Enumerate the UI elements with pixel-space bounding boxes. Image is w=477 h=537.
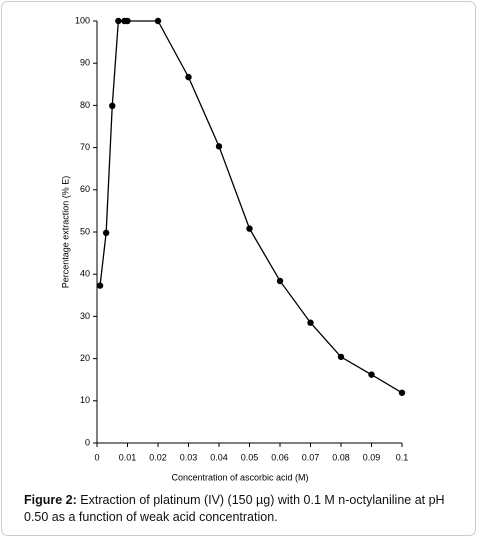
y-tick-label: 80 — [80, 100, 90, 110]
x-tick-label: 0 — [94, 452, 99, 462]
data-point — [185, 73, 192, 81]
y-tick-label: 70 — [80, 142, 90, 152]
data-point — [368, 371, 375, 378]
data-point — [154, 17, 162, 25]
data-point — [124, 17, 131, 25]
x-tick-label: 0.09 — [363, 452, 381, 462]
x-tick-label: 0.08 — [332, 452, 350, 462]
x-tick-label: 0.02 — [149, 452, 167, 462]
data-point — [398, 389, 406, 396]
x-tick-label: 0.04 — [210, 452, 228, 462]
y-axis-label: Percentage extraction (% E) — [60, 176, 70, 289]
y-tick-label: 60 — [80, 184, 90, 194]
data-point — [215, 143, 223, 150]
x-tick-label: 0.07 — [302, 452, 320, 462]
y-tick-label: 0 — [85, 437, 90, 447]
x-tick-label: 0.06 — [271, 452, 289, 462]
data-point — [276, 277, 284, 285]
data-line — [99, 20, 403, 394]
y-tick-label: 50 — [80, 226, 90, 236]
caption: Figure 2: Extraction of platinum (IV) (1… — [24, 492, 460, 526]
y-tick-label: 30 — [80, 311, 90, 321]
caption-label: Figure 2: — [24, 493, 77, 507]
data-point — [102, 229, 110, 237]
y-tick-label: 40 — [80, 269, 90, 279]
data-point — [109, 102, 116, 110]
x-tick-label: 0.01 — [119, 452, 137, 462]
caption-text: Extraction of platinum (IV) (150 µg) wit… — [24, 493, 445, 524]
x-tick-label: 0.05 — [241, 452, 259, 462]
data-point — [307, 319, 314, 326]
x-tick-label: 0.03 — [180, 452, 198, 462]
data-point — [246, 225, 253, 232]
x-tick-label: 0.1 — [396, 452, 409, 462]
data-point — [96, 282, 104, 289]
y-tick-label: 10 — [80, 395, 90, 405]
data-point — [115, 17, 122, 25]
y-tick-label: 90 — [80, 58, 90, 68]
x-axis-label: Concentration of ascorbic acid (M) — [171, 472, 308, 482]
y-tick-label: 100 — [75, 15, 90, 25]
y-tick-label: 20 — [80, 353, 90, 363]
data-point — [337, 353, 345, 361]
